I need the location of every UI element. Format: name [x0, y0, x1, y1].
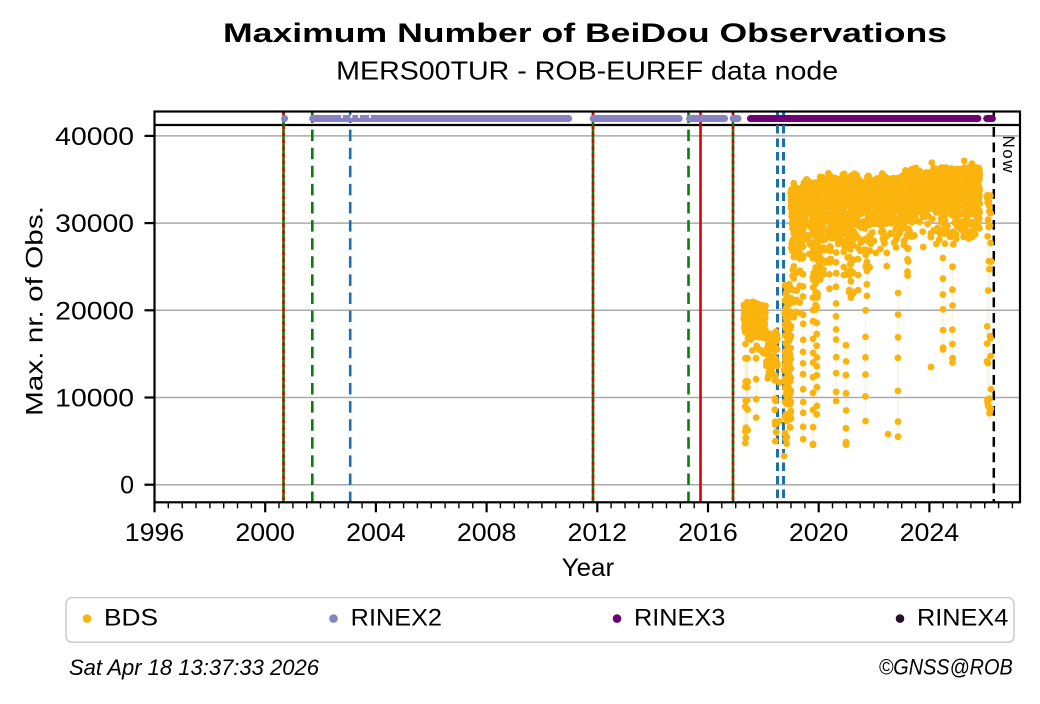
svg-text:Year: Year — [562, 554, 615, 582]
svg-text:1996: 1996 — [125, 519, 185, 547]
svg-text:10000: 10000 — [55, 385, 134, 413]
svg-text:Max. nr. of Obs.: Max. nr. of Obs. — [22, 206, 49, 416]
svg-text:RINEX4: RINEX4 — [917, 604, 1008, 631]
svg-text:Sat Apr 18 13:37:33 2026: Sat Apr 18 13:37:33 2026 — [69, 655, 320, 680]
svg-text:BDS: BDS — [104, 604, 158, 631]
svg-text:2016: 2016 — [678, 519, 738, 547]
svg-text:MERS00TUR - ROB-EUREF data nod: MERS00TUR - ROB-EUREF data node — [336, 56, 838, 86]
svg-text:2012: 2012 — [568, 519, 628, 547]
svg-text:Maximum Number of BeiDou Obser: Maximum Number of BeiDou Observations — [223, 18, 947, 48]
svg-text:©GNSS@ROB: ©GNSS@ROB — [879, 655, 1013, 680]
svg-text:RINEX3: RINEX3 — [634, 604, 725, 631]
svg-text:0: 0 — [120, 472, 134, 500]
svg-text:40000: 40000 — [55, 123, 134, 151]
svg-text:2024: 2024 — [900, 519, 960, 547]
svg-text:2020: 2020 — [789, 519, 849, 547]
svg-text:Now: Now — [999, 136, 1018, 174]
svg-text:30000: 30000 — [55, 210, 134, 238]
svg-text:2000: 2000 — [235, 519, 295, 547]
svg-text:2008: 2008 — [457, 519, 517, 547]
svg-text:RINEX2: RINEX2 — [351, 604, 442, 631]
svg-text:2004: 2004 — [346, 519, 406, 547]
svg-text:20000: 20000 — [55, 297, 134, 325]
